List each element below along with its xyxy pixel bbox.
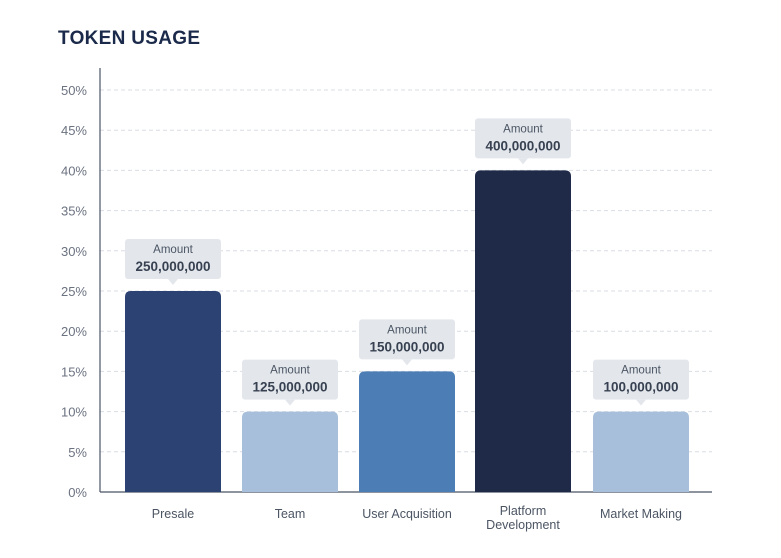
amount-label: Amount bbox=[153, 244, 193, 256]
amount-callout bbox=[593, 359, 689, 400]
y-tick-label: 10% bbox=[61, 405, 87, 420]
y-tick-label: 45% bbox=[61, 123, 87, 138]
amount-callout bbox=[242, 359, 338, 400]
category-label: Development bbox=[486, 518, 560, 532]
y-tick-label: 15% bbox=[61, 364, 87, 379]
amount-label: Amount bbox=[503, 123, 543, 135]
amount-label: Amount bbox=[270, 365, 310, 377]
y-tick-label: 30% bbox=[61, 244, 87, 259]
y-tick-label: 25% bbox=[61, 284, 87, 299]
callout-pointer bbox=[402, 359, 412, 366]
bar-1 bbox=[242, 411, 338, 492]
amount-label: Amount bbox=[387, 324, 427, 336]
bar-2 bbox=[359, 371, 455, 492]
amount-callout bbox=[125, 239, 221, 279]
chart-title: TOKEN USAGE bbox=[58, 28, 201, 49]
bar-3 bbox=[475, 170, 571, 492]
amount-value: 125,000,000 bbox=[252, 380, 327, 395]
amount-value: 100,000,000 bbox=[603, 380, 678, 395]
y-tick-label: 50% bbox=[61, 83, 87, 98]
bar-0 bbox=[125, 291, 221, 492]
amount-value: 250,000,000 bbox=[135, 259, 210, 274]
category-label: Presale bbox=[152, 507, 194, 521]
amount-callout bbox=[475, 118, 571, 159]
amount-callout bbox=[359, 319, 455, 360]
y-tick-label: 35% bbox=[61, 204, 87, 219]
y-tick-label: 0% bbox=[68, 485, 87, 500]
y-tick-label: 20% bbox=[61, 324, 87, 339]
category-label: User Acquisition bbox=[362, 507, 452, 521]
callout-pointer bbox=[518, 158, 528, 165]
amount-value: 150,000,000 bbox=[369, 339, 444, 354]
category-label: Team bbox=[275, 507, 306, 521]
amount-label: Amount bbox=[621, 365, 661, 377]
callout-pointer bbox=[285, 399, 295, 406]
category-label: Market Making bbox=[600, 507, 682, 521]
category-label: Platform bbox=[500, 504, 547, 518]
callout-pointer bbox=[636, 399, 646, 406]
bar-4 bbox=[593, 411, 689, 492]
y-tick-label: 5% bbox=[68, 445, 87, 460]
amount-value: 400,000,000 bbox=[485, 138, 560, 153]
y-tick-label: 40% bbox=[61, 163, 87, 178]
callout-pointer bbox=[168, 279, 178, 285]
